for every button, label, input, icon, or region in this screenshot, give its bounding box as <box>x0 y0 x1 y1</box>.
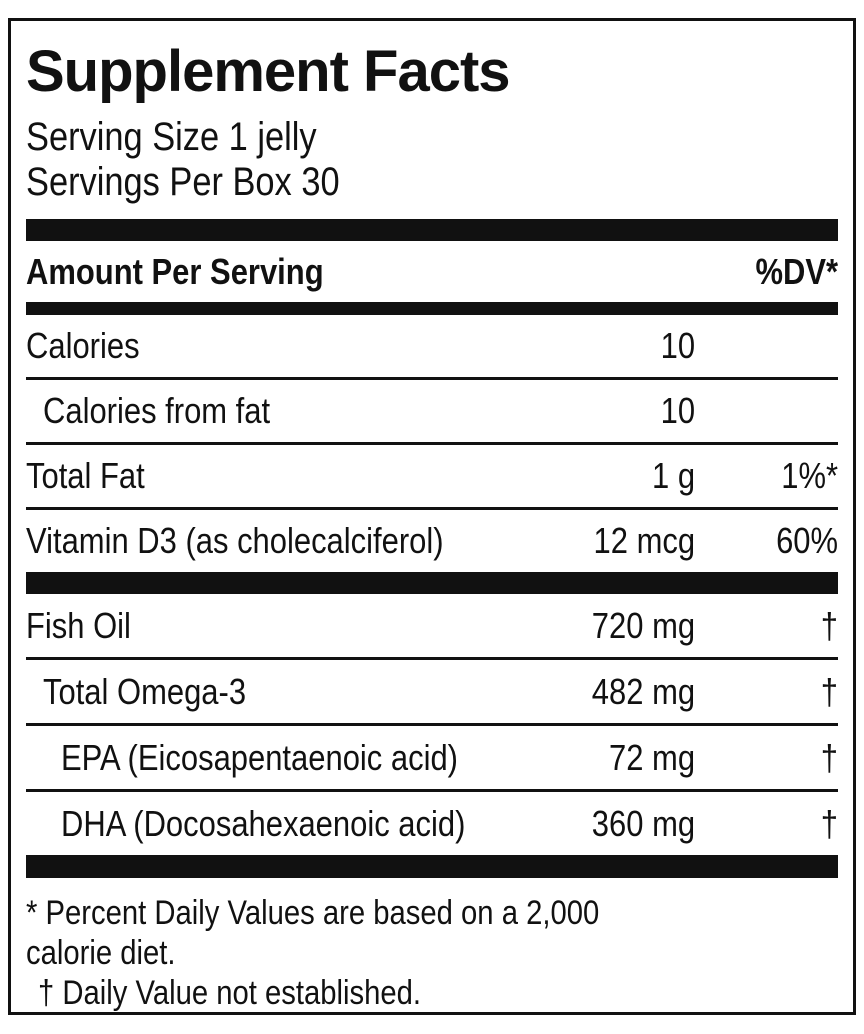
divider-bar-top <box>26 219 838 241</box>
divider-bar-bottom <box>26 855 838 878</box>
row-calories: Calories 10 <box>26 315 838 377</box>
nutrient-name: Calories <box>26 325 140 366</box>
nutrient-name: Fish Oil <box>26 604 131 646</box>
row-vitamin-d3: Vitamin D3 (as cholecalciferol) 12 mcg 6… <box>26 507 838 572</box>
nutrient-name: Vitamin D3 (as cholecalciferol) <box>26 520 444 561</box>
nutrient-name: Total Fat <box>26 455 145 496</box>
nutrient-amount: 360 mg <box>591 802 695 844</box>
nutrient-dv: † <box>820 802 838 844</box>
percent-dv-header: %DV* <box>755 250 838 292</box>
nutrient-name: Calories from fat <box>43 390 271 431</box>
row-total-fat: Total Fat 1 g 1%* <box>26 442 838 507</box>
amount-per-serving-header: Amount Per Serving <box>26 250 324 292</box>
row-epa: EPA (Eicosapentaenoic acid) 72 mg † <box>26 723 838 789</box>
serving-info: Serving Size 1 jelly Servings Per Box 30 <box>26 115 838 205</box>
supplement-facts-panel: Supplement Facts Serving Size 1 jelly Se… <box>8 18 856 1015</box>
nutrient-amount: 72 mg <box>608 736 695 778</box>
row-fish-oil: Fish Oil 720 mg † <box>26 594 838 657</box>
nutrient-amount: 12 mcg <box>593 520 695 561</box>
row-calories-from-fat: Calories from fat 10 <box>26 377 838 442</box>
footnotes: * Percent Daily Values are based on a 2,… <box>26 893 838 1012</box>
nutrient-dv <box>695 325 838 367</box>
nutrient-amount: 720 mg <box>591 604 695 646</box>
nutrient-amount: 10 <box>660 390 695 431</box>
nutrient-amount: 10 <box>660 325 695 366</box>
footnote-dv-line-1: * Percent Daily Values are based on a 2,… <box>26 894 600 932</box>
nutrient-dv: † <box>820 604 838 646</box>
nutrient-amount: 1 g <box>651 455 695 496</box>
nutrients-section-1: Calories 10 Calories from fat 10 Total F… <box>26 315 838 572</box>
row-total-omega-3: Total Omega-3 482 mg † <box>26 657 838 723</box>
divider-bar-header <box>26 302 838 315</box>
serving-size-text: Serving Size 1 jelly <box>26 115 317 159</box>
nutrient-dv: 1%* <box>781 455 838 496</box>
nutrient-amount: 482 mg <box>591 670 695 712</box>
nutrient-name: Total Omega-3 <box>43 670 247 712</box>
nutrient-name: EPA (Eicosapentaenoic acid) <box>61 736 458 778</box>
nutrient-dv: † <box>820 670 838 712</box>
nutrient-dv <box>695 390 838 432</box>
nutrient-dv: † <box>820 736 838 778</box>
divider-bar-mid <box>26 572 838 594</box>
nutrient-name: DHA (Docosahexaenoic acid) <box>61 802 466 844</box>
nutrients-section-2: Fish Oil 720 mg † Total Omega-3 482 mg †… <box>26 594 838 855</box>
panel-title: Supplement Facts <box>26 39 511 104</box>
servings-per-box-text: Servings Per Box 30 <box>26 160 340 204</box>
footnote-dagger-line: † Daily Value not established. <box>38 974 422 1012</box>
footnote-dv-line-2: calorie diet. <box>26 934 176 972</box>
nutrient-dv: 60% <box>776 520 838 561</box>
row-dha: DHA (Docosahexaenoic acid) 360 mg † <box>26 789 838 855</box>
column-header-row: Amount Per Serving %DV* <box>26 241 838 302</box>
